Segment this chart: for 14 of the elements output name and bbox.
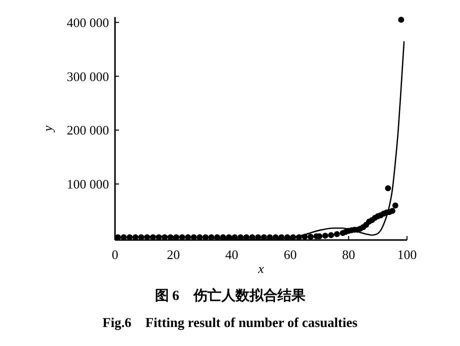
x-tick-label: 60: [284, 247, 297, 262]
y-tick-label: 300 000: [66, 68, 109, 84]
y-axis-title: y: [40, 125, 55, 134]
x-tick-label: 0: [112, 247, 118, 262]
y-tick-label: 200 000: [66, 122, 109, 138]
y-tick-label: 400 000: [66, 14, 109, 30]
x-axis-title: x: [257, 261, 264, 276]
x-tick-label: 80: [342, 247, 356, 262]
x-tick-label: 40: [225, 247, 238, 262]
caption: Fig.6 Fitting result of number of casualties: [102, 315, 358, 330]
caption: 图 6 伤亡人数拟合结果: [154, 287, 306, 304]
x-tick-label: 20: [166, 247, 180, 262]
x-tick-label: 100: [397, 247, 417, 262]
y-tick-label: 100 000: [66, 176, 109, 192]
